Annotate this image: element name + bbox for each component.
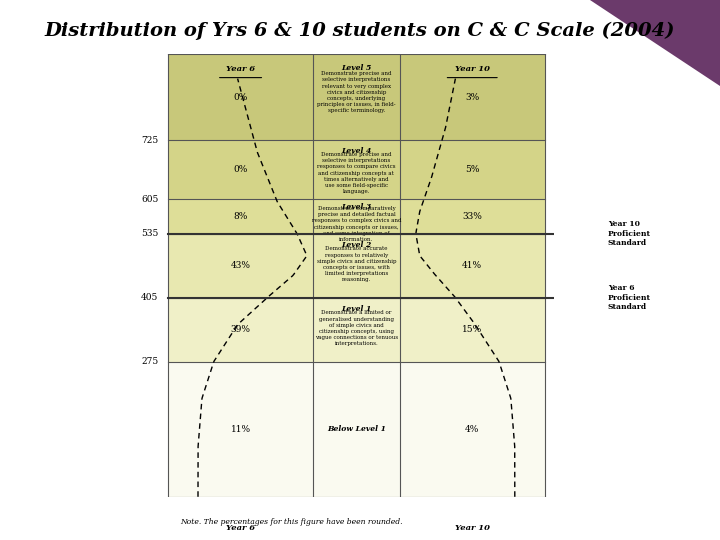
Text: 15%: 15%	[462, 325, 482, 334]
Text: Note. The percentages for this figure have been rounded.: Note. The percentages for this figure ha…	[180, 518, 402, 526]
Text: Proficient: Proficient	[608, 230, 651, 238]
Text: Level 3: Level 3	[341, 203, 372, 211]
Text: 0%: 0%	[233, 165, 248, 174]
FancyBboxPatch shape	[168, 199, 312, 234]
Text: 41%: 41%	[462, 261, 482, 270]
Text: Standard: Standard	[608, 239, 647, 247]
FancyBboxPatch shape	[168, 140, 312, 199]
FancyBboxPatch shape	[168, 298, 312, 361]
Text: Distribution of Yrs 6 & 10 students on C & C Scale (2004): Distribution of Yrs 6 & 10 students on C…	[45, 22, 675, 40]
Text: 11%: 11%	[230, 424, 251, 434]
FancyBboxPatch shape	[400, 361, 544, 497]
Text: 3%: 3%	[465, 92, 480, 102]
FancyBboxPatch shape	[312, 234, 400, 298]
Text: Year 10: Year 10	[608, 220, 640, 228]
Text: 725: 725	[141, 136, 158, 145]
Text: Level 2: Level 2	[341, 241, 372, 249]
Text: 39%: 39%	[230, 325, 251, 334]
FancyBboxPatch shape	[400, 54, 544, 140]
Text: 4%: 4%	[465, 424, 480, 434]
FancyBboxPatch shape	[312, 54, 400, 140]
FancyBboxPatch shape	[400, 140, 544, 199]
FancyBboxPatch shape	[312, 199, 400, 234]
FancyBboxPatch shape	[168, 234, 312, 298]
FancyBboxPatch shape	[312, 298, 400, 361]
Text: 535: 535	[141, 229, 158, 238]
Text: Demonstrate precise and
selective interpretations
relevant to very complex
civic: Demonstrate precise and selective interp…	[317, 71, 396, 113]
Text: Year 10: Year 10	[455, 65, 490, 73]
Text: 605: 605	[141, 194, 158, 204]
Text: 405: 405	[141, 293, 158, 302]
Text: Demonstrate accurate
responses to relatively
simple civics and citizenship
conce: Demonstrate accurate responses to relati…	[317, 246, 396, 282]
FancyBboxPatch shape	[312, 361, 400, 497]
FancyBboxPatch shape	[312, 140, 400, 199]
FancyBboxPatch shape	[400, 234, 544, 298]
Text: 5%: 5%	[465, 165, 480, 174]
Text: Level 5: Level 5	[341, 64, 372, 72]
Text: Standard: Standard	[608, 303, 647, 312]
Text: 275: 275	[141, 357, 158, 366]
Text: Demonstrate a limited or
generalised understanding
of simple civics and
citizens: Demonstrate a limited or generalised und…	[315, 310, 398, 346]
Text: Demonstrate comparatively
precise and detailed factual
responses to complex civi: Demonstrate comparatively precise and de…	[312, 206, 401, 242]
Text: Year 10: Year 10	[455, 524, 490, 532]
Text: Year 6: Year 6	[226, 524, 255, 532]
Text: Proficient: Proficient	[608, 294, 651, 301]
FancyBboxPatch shape	[168, 361, 312, 497]
Text: Demonstrate precise and
selective interpretations
responses to compare civics
an: Demonstrate precise and selective interp…	[317, 152, 396, 194]
Text: 0%: 0%	[233, 92, 248, 102]
FancyBboxPatch shape	[400, 199, 544, 234]
Text: 8%: 8%	[233, 212, 248, 221]
Text: Below Level 1: Below Level 1	[327, 425, 386, 433]
Text: Level 4: Level 4	[341, 147, 372, 155]
Text: 43%: 43%	[230, 261, 251, 270]
FancyBboxPatch shape	[168, 54, 312, 140]
Text: 33%: 33%	[462, 212, 482, 221]
FancyBboxPatch shape	[400, 298, 544, 361]
Text: Year 6: Year 6	[608, 284, 634, 292]
Polygon shape	[590, 0, 720, 86]
Text: Year 6: Year 6	[226, 65, 255, 73]
Text: Level 1: Level 1	[341, 305, 372, 313]
